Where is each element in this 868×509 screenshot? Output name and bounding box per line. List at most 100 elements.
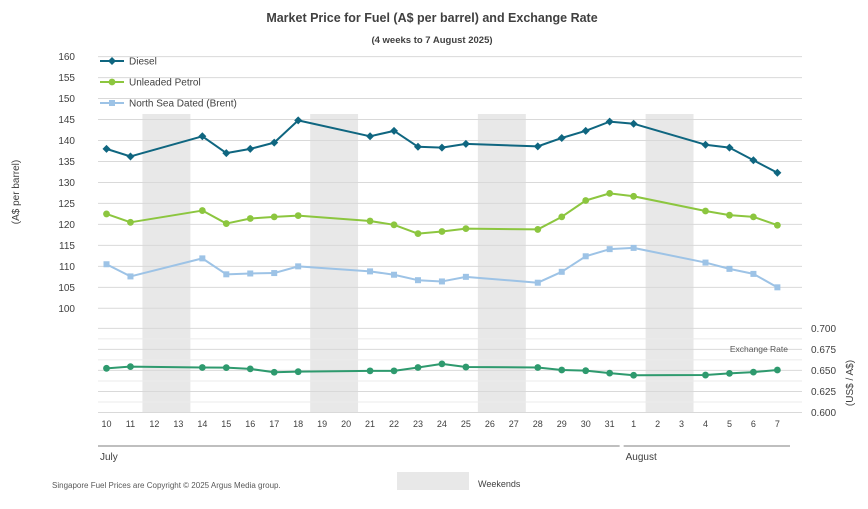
point-north-sea-dated-brent-24 (438, 278, 445, 285)
point-unleaded-petrol-30 (582, 197, 590, 204)
point-unleaded-petrol-5 (726, 211, 733, 219)
weekend-band-2 (310, 114, 359, 412)
point-unleaded-petrol-22 (390, 221, 398, 229)
point-north-sea-dated-brent-17 (271, 270, 278, 277)
x-tick-11: 20 (341, 419, 351, 429)
x-tick-12: 21 (365, 419, 375, 429)
x-tick-26: 4 (703, 419, 708, 429)
x-tick-17: 26 (485, 419, 495, 429)
point-unleaded-petrol-7 (773, 221, 781, 229)
legend: Diesel Unleaded Petrol North Sea Dated (Br… (100, 57, 237, 110)
point-unleaded-petrol-28 (534, 226, 542, 233)
point-diesel-1 (629, 119, 638, 128)
point-exchange-rate-1 (630, 371, 638, 379)
point-unleaded-petrol-4 (702, 207, 709, 215)
point-unleaded-petrol-29 (558, 213, 566, 221)
x-tick-7: 16 (245, 419, 255, 429)
point-exchange-rate-10 (103, 364, 110, 372)
chart-title: Market Price for Fuel (A$ per barrel) an… (266, 11, 597, 25)
x-tick-5: 14 (197, 419, 207, 429)
y-tick-left-105: 105 (58, 283, 75, 294)
point-north-sea-dated-brent-23 (414, 277, 421, 284)
point-exchange-rate-24 (438, 360, 446, 368)
point-diesel-11 (126, 152, 135, 161)
point-north-sea-dated-brent-31 (606, 246, 613, 253)
y-tick-right-0.700: 0.700 (811, 324, 836, 335)
chart-subtitle: (4 weeks to 7 August 2025) (371, 35, 492, 46)
point-exchange-rate-16 (246, 365, 254, 373)
point-diesel-14 (198, 132, 207, 141)
point-north-sea-dated-brent-14 (199, 255, 206, 262)
y-tick-right-0.650: 0.650 (811, 366, 836, 377)
x-tick-13: 22 (389, 419, 399, 429)
weekend-legend-swatch (397, 472, 469, 490)
point-north-sea-dated-brent-16 (247, 270, 254, 277)
point-north-sea-dated-brent-30 (582, 253, 589, 260)
x-tick-6: 15 (221, 419, 231, 429)
point-north-sea-dated-brent-7 (774, 284, 781, 291)
point-diesel-15 (222, 149, 231, 158)
y-tick-left-115: 115 (59, 241, 75, 252)
point-exchange-rate-4 (702, 371, 709, 379)
point-exchange-rate-6 (750, 368, 757, 376)
x-tick-21: 30 (581, 419, 591, 429)
y-tick-right-0.675: 0.675 (811, 345, 836, 356)
x-tick-14: 23 (413, 419, 423, 429)
point-unleaded-petrol-21 (366, 217, 374, 225)
point-unleaded-petrol-24 (438, 228, 446, 235)
point-exchange-rate-31 (606, 369, 614, 377)
x-tick-15: 24 (437, 419, 447, 429)
month-label-august: August (626, 452, 657, 463)
legend-label-diesel: Diesel (129, 57, 157, 68)
y-tick-left-120: 120 (58, 220, 75, 231)
point-diesel-4 (701, 140, 710, 149)
x-tick-2: 11 (126, 419, 135, 429)
point-unleaded-petrol-1 (630, 192, 638, 200)
point-diesel-31 (605, 117, 614, 126)
point-exchange-rate-7 (773, 366, 781, 374)
y-tick-left-145: 145 (58, 115, 75, 126)
point-north-sea-dated-brent-6 (750, 270, 757, 277)
x-tick-25: 3 (679, 419, 684, 429)
copyright-text: Singapore Fuel Prices are Copyright © 20… (52, 481, 281, 490)
point-north-sea-dated-brent-28 (534, 279, 541, 286)
point-unleaded-petrol-18 (294, 212, 302, 219)
y-axis-left-label: (A$ per barrel) (11, 160, 22, 224)
y-tick-left-160: 160 (58, 52, 75, 63)
y-tick-left-100: 100 (58, 304, 75, 315)
x-tick-16: 25 (461, 419, 471, 429)
point-diesel-16 (246, 144, 255, 153)
x-tick-20: 29 (557, 419, 567, 429)
weekend-band-3 (477, 114, 526, 412)
point-north-sea-dated-brent-4 (702, 259, 709, 266)
point-north-sea-dated-brent-1 (630, 244, 637, 251)
point-exchange-rate-15 (222, 364, 230, 372)
point-diesel-24 (437, 143, 446, 152)
point-unleaded-petrol-10 (103, 210, 110, 218)
point-exchange-rate-29 (558, 366, 566, 374)
point-exchange-rate-17 (270, 368, 278, 376)
legend-marker-north-sea-dated-brent (109, 100, 115, 106)
month-label-july: July (100, 452, 118, 463)
x-tick-27: 5 (727, 419, 732, 429)
weekend-band-4 (645, 114, 694, 412)
point-diesel-5 (725, 143, 734, 152)
point-diesel-18 (294, 116, 303, 125)
point-diesel-28 (533, 142, 542, 151)
point-north-sea-dated-brent-11 (127, 273, 134, 280)
point-exchange-rate-18 (294, 368, 302, 376)
point-north-sea-dated-brent-10 (103, 261, 110, 268)
point-diesel-10 (102, 144, 111, 153)
point-exchange-rate-28 (534, 364, 542, 371)
y-tick-left-140: 140 (58, 136, 75, 147)
point-north-sea-dated-brent-22 (391, 271, 398, 278)
point-diesel-29 (557, 133, 566, 142)
x-tick-9: 18 (293, 419, 303, 429)
point-unleaded-petrol-17 (270, 213, 278, 221)
point-north-sea-dated-brent-15 (223, 271, 230, 278)
point-north-sea-dated-brent-18 (295, 263, 302, 270)
axes: 1601551501451401351301251201151101051000… (58, 52, 836, 447)
point-diesel-25 (461, 139, 470, 148)
point-diesel-30 (581, 126, 590, 135)
